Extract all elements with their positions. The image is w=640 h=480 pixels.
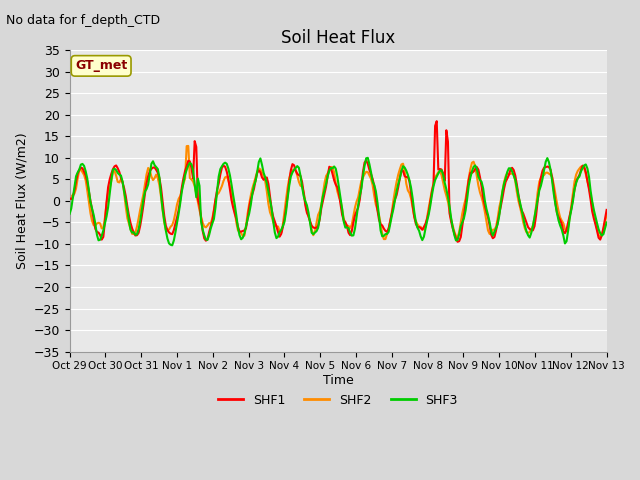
SHF3 [371, 182, 378, 188]
SHF1 [515, 192, 522, 198]
Line: SHF1: SHF1 [70, 121, 607, 242]
SHF2 [508, 170, 516, 176]
SHF3 [228, 182, 236, 188]
Y-axis label: Soil Heat Flux (W/m2): Soil Heat Flux (W/m2) [15, 132, 28, 269]
SHF2 [66, 196, 74, 202]
Text: No data for f_depth_CTD: No data for f_depth_CTD [6, 14, 161, 27]
SHF1 [72, 179, 80, 184]
Line: SHF2: SHF2 [70, 146, 607, 239]
SHF2 [72, 185, 80, 191]
Text: GT_met: GT_met [75, 60, 127, 72]
SHF3 [186, 160, 194, 166]
SHF1 [603, 207, 611, 213]
SHF1 [433, 118, 440, 124]
Title: Soil Heat Flux: Soil Heat Flux [281, 29, 396, 48]
SHF2 [186, 175, 194, 181]
SHF3 [603, 219, 611, 225]
SHF3 [508, 168, 516, 174]
SHF1 [508, 165, 516, 171]
SHF3 [72, 173, 80, 179]
SHF1 [66, 195, 74, 201]
SHF1 [367, 171, 375, 177]
SHF2 [369, 182, 376, 188]
SHF3 [66, 211, 74, 217]
SHF2 [228, 189, 236, 194]
Line: SHF3: SHF3 [70, 158, 607, 245]
SHF2 [603, 212, 611, 217]
SHF3 [515, 193, 522, 199]
SHF1 [454, 239, 461, 245]
SHF2 [184, 143, 192, 149]
SHF2 [380, 236, 388, 242]
SHF3 [364, 155, 372, 161]
SHF2 [515, 198, 522, 204]
Legend: SHF1, SHF2, SHF3: SHF1, SHF2, SHF3 [213, 388, 463, 411]
SHF1 [184, 158, 192, 164]
X-axis label: Time: Time [323, 374, 353, 387]
SHF3 [168, 242, 176, 248]
SHF1 [226, 187, 234, 192]
